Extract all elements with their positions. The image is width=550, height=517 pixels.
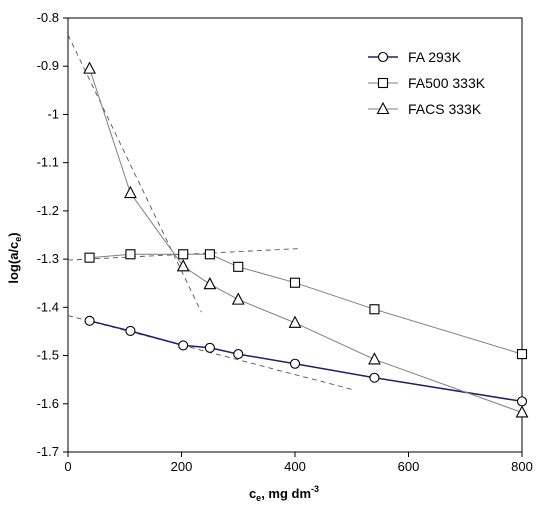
legend-entry: FA500 333K	[368, 75, 486, 91]
data-point-triangle	[376, 101, 390, 115]
trendlines	[67, 34, 352, 390]
data-point-square	[84, 252, 95, 263]
legend-label: FA500 333K	[408, 75, 486, 91]
y-tick-label: -1.7	[37, 444, 59, 459]
trendline	[67, 248, 301, 261]
x-tick-label: 0	[64, 459, 71, 474]
data-point-triangle	[176, 259, 190, 272]
legend-entry: FA 293K	[368, 49, 462, 65]
data-point-circle	[233, 349, 244, 360]
y-tick-label: -0.9	[37, 58, 59, 73]
data-point-square	[233, 261, 244, 272]
x-tick-label: 800	[511, 459, 533, 474]
y-tick-label: -1	[47, 106, 59, 121]
x-axis-title: ce, mg dm-3	[249, 484, 319, 503]
data-point-triangle	[203, 277, 217, 290]
legend-label: FA 293K	[408, 49, 462, 65]
data-point-circle	[377, 51, 389, 63]
data-point-circle	[369, 372, 380, 383]
data-point-circle	[204, 342, 215, 353]
data-point-triangle	[368, 352, 381, 365]
y-tick-label: -1.3	[37, 251, 59, 266]
data-point-circle	[289, 358, 301, 369]
x-tick-label: 400	[284, 459, 306, 474]
x-tick-label: 600	[398, 459, 420, 474]
series	[83, 61, 529, 418]
data-point-triangle	[124, 185, 137, 199]
series-1	[84, 315, 528, 407]
series-line	[89, 68, 523, 413]
y-tick-label: -1.4	[37, 299, 59, 314]
series-line	[89, 320, 523, 403]
data-point-triangle	[231, 292, 245, 305]
data-point-circle	[178, 340, 189, 351]
data-point-square	[289, 277, 301, 288]
data-point-triangle	[83, 61, 96, 74]
data-point-square	[369, 304, 380, 315]
data-point-triangle	[288, 315, 302, 328]
data-point-circle	[516, 396, 528, 407]
axes: 0 200 400 600 800 -0.8 -0.9 -1 -1.1 -1.2 -1.3 -1.4 -…	[37, 10, 533, 474]
series-2	[84, 249, 528, 360]
data-point-square	[516, 349, 528, 360]
y-tick-label: -1.5	[37, 348, 59, 363]
y-tick-label: -1.6	[37, 396, 59, 411]
data-point-triangle	[515, 405, 529, 418]
data-point-square	[204, 249, 215, 260]
x-tick-label: 200	[171, 459, 193, 474]
y-tick-label: -0.8	[37, 10, 59, 25]
legend-entry: FACS 333K	[368, 101, 482, 117]
legend-label: FACS 333K	[408, 101, 482, 117]
series-line	[89, 253, 523, 355]
data-point-circle	[84, 315, 95, 326]
legend: FA 293K FA500 333K FACS 333K	[368, 49, 486, 117]
data-point-square	[377, 77, 389, 89]
trendline	[67, 34, 202, 313]
y-tick-label: -1.2	[37, 203, 59, 218]
data-point-circle	[125, 325, 136, 337]
series-3	[83, 61, 529, 418]
y-tick-label: -1.1	[37, 155, 59, 170]
y-axis-title: log(a/ce)	[6, 232, 23, 283]
data-point-square	[178, 249, 189, 260]
data-point-square	[125, 249, 136, 260]
